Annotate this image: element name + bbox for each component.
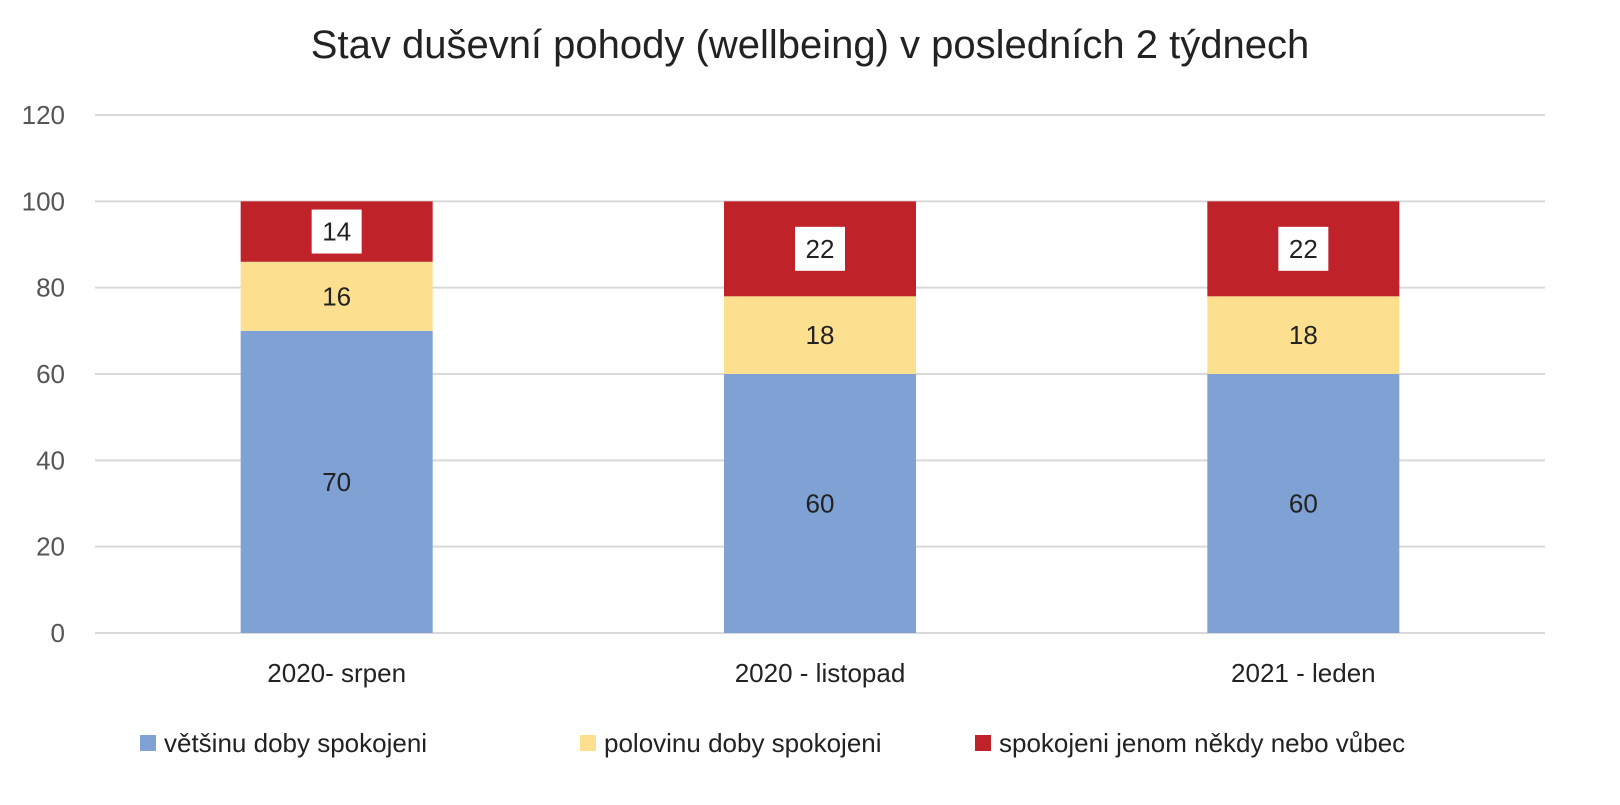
- legend: většinu doby spokojeni polovinu doby spok…: [140, 728, 1405, 758]
- y-axis: 0 20 40 60 80 100 120: [22, 100, 65, 648]
- data-label: 18: [806, 320, 835, 350]
- chart-title: Stav duševní pohody (wellbeing) v posled…: [311, 23, 1309, 67]
- bar-segment: [1207, 374, 1400, 633]
- y-tick-label: 120: [22, 100, 65, 130]
- bar-layer: [240, 201, 1400, 633]
- x-axis: 2020- srpen 2020 - listopad 2021 - leden: [267, 658, 1375, 688]
- y-tick-label: 60: [36, 359, 65, 389]
- legend-swatch: [975, 735, 991, 751]
- data-label: 22: [806, 234, 835, 264]
- bar-segment: [240, 261, 433, 331]
- y-tick-label: 20: [36, 532, 65, 562]
- legend-label: většinu doby spokojeni: [164, 728, 427, 758]
- bar-segment: [240, 330, 433, 633]
- data-label-box: [795, 226, 845, 271]
- data-label: 22: [1289, 234, 1318, 264]
- legend-label: spokojeni jenom někdy nebo vůbec: [999, 728, 1405, 758]
- bar-segment: [1207, 296, 1400, 374]
- y-tick-label: 100: [22, 186, 65, 216]
- y-tick-label: 40: [36, 445, 65, 475]
- y-tick-label: 80: [36, 273, 65, 303]
- data-label: 70: [322, 467, 351, 497]
- x-category-label: 2021 - leden: [1231, 658, 1376, 688]
- data-label: 60: [1289, 489, 1318, 519]
- legend-swatch: [140, 735, 156, 751]
- bar-segment: [724, 296, 916, 374]
- data-label: 14: [322, 217, 351, 247]
- x-category-label: 2020 - listopad: [735, 658, 906, 688]
- legend-swatch: [580, 735, 596, 751]
- data-label: 60: [806, 489, 835, 519]
- data-label-box: [311, 209, 362, 254]
- data-label: 18: [1289, 320, 1318, 350]
- x-category-label: 2020- srpen: [267, 658, 406, 688]
- legend-label: polovinu doby spokojeni: [604, 728, 882, 758]
- bar-segment: [724, 374, 916, 633]
- data-label: 16: [322, 281, 351, 311]
- data-label-box: [1278, 226, 1329, 271]
- y-tick-label: 0: [51, 618, 65, 648]
- data-label-layer: 70 16 14 60 18 22 60 18 22: [311, 209, 1329, 519]
